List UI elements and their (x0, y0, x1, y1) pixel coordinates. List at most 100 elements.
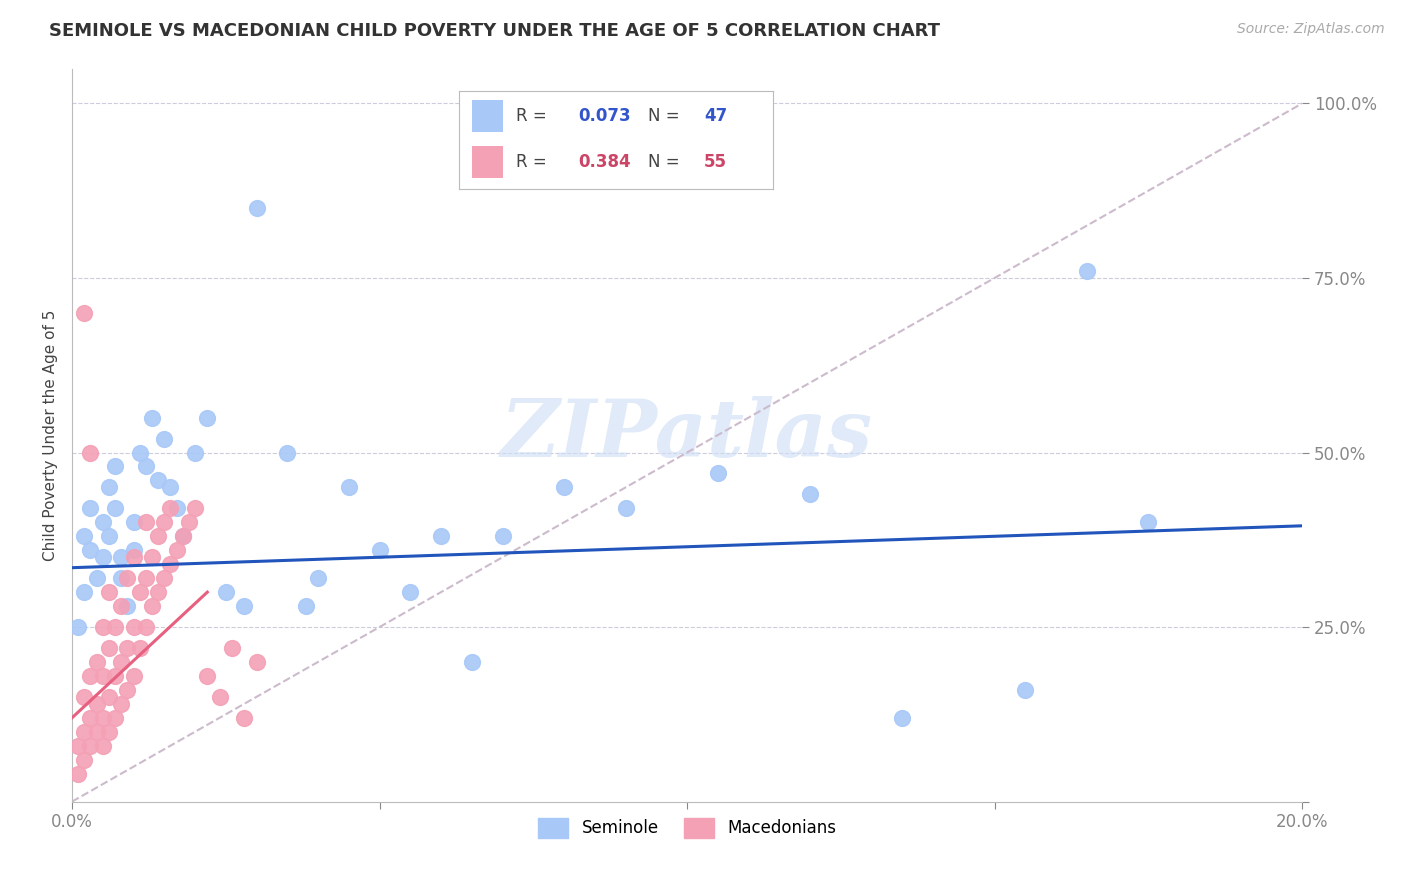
Point (153, 571, 176, 585)
Point (399, 585, 422, 599)
Point (153, 516, 176, 530)
Point (122, 550, 145, 565)
Point (159, 480, 181, 494)
Point (110, 550, 132, 565)
Point (97, 585, 120, 599)
Point (117, 599, 139, 613)
Point (79, 501, 101, 516)
Point (233, 711, 256, 725)
Point (91, 711, 114, 725)
Point (128, 585, 150, 599)
Point (97, 529, 120, 543)
Point (67, 766, 90, 780)
Point (141, 599, 163, 613)
Point (146, 585, 169, 599)
Text: SEMINOLE VS MACEDONIAN CHILD POVERTY UNDER THE AGE OF 5 CORRELATION CHART: SEMINOLE VS MACEDONIAN CHILD POVERTY UND… (49, 22, 941, 40)
Point (245, 201, 267, 215)
Point (97, 724, 120, 739)
Text: ZIPatlas: ZIPatlas (501, 396, 873, 474)
Point (135, 571, 157, 585)
Point (1014, 682, 1036, 697)
Point (1137, 516, 1160, 530)
Point (172, 529, 194, 543)
Point (195, 410, 218, 425)
Point (294, 599, 316, 613)
Point (79, 711, 101, 725)
Point (86, 571, 108, 585)
Point (128, 640, 150, 655)
Point (117, 640, 139, 655)
Point (104, 711, 127, 725)
Point (707, 467, 730, 481)
Point (276, 445, 298, 459)
Point (146, 529, 169, 543)
Point (91, 739, 114, 753)
Point (177, 516, 200, 530)
Point (73, 753, 96, 767)
Point (91, 620, 114, 634)
Point (104, 669, 127, 683)
Point (79, 543, 101, 558)
Point (73, 306, 96, 320)
Point (79, 669, 101, 683)
Point (614, 501, 637, 516)
Point (97, 690, 120, 704)
Point (141, 410, 163, 425)
Point (67, 739, 90, 753)
Point (122, 516, 145, 530)
Point (195, 669, 218, 683)
Point (799, 487, 821, 501)
Point (97, 640, 120, 655)
Point (110, 571, 132, 585)
Point (128, 445, 150, 459)
Point (73, 724, 96, 739)
Point (91, 550, 114, 565)
Point (135, 620, 157, 634)
Point (307, 571, 329, 585)
Point (122, 620, 145, 634)
Point (245, 655, 267, 669)
Point (97, 480, 120, 494)
Point (110, 655, 132, 669)
Point (73, 585, 96, 599)
Point (1076, 264, 1098, 278)
Point (122, 669, 145, 683)
Point (110, 697, 132, 711)
Point (891, 711, 914, 725)
Point (221, 640, 243, 655)
Point (79, 445, 101, 459)
Point (104, 501, 127, 516)
Point (135, 459, 157, 474)
Point (104, 459, 127, 474)
Point (208, 690, 231, 704)
Point (122, 543, 145, 558)
Point (104, 620, 127, 634)
Point (153, 432, 176, 446)
Point (79, 739, 101, 753)
Point (117, 682, 139, 697)
Point (215, 585, 238, 599)
Point (159, 501, 181, 516)
Point (233, 599, 256, 613)
Point (166, 543, 188, 558)
Point (337, 480, 360, 494)
Point (166, 501, 188, 516)
Point (91, 516, 114, 530)
Point (91, 669, 114, 683)
Point (172, 529, 194, 543)
Point (110, 599, 132, 613)
Point (491, 529, 513, 543)
Point (135, 516, 157, 530)
Point (430, 529, 453, 543)
Point (73, 690, 96, 704)
Text: Source: ZipAtlas.com: Source: ZipAtlas.com (1237, 22, 1385, 37)
Y-axis label: Child Poverty Under the Age of 5: Child Poverty Under the Age of 5 (44, 310, 58, 561)
Legend: Seminole, Macedonians: Seminole, Macedonians (531, 811, 842, 845)
Point (73, 529, 96, 543)
Point (184, 445, 207, 459)
Point (461, 655, 484, 669)
Point (159, 558, 181, 572)
Point (141, 550, 163, 565)
Point (86, 697, 108, 711)
Point (146, 474, 169, 488)
